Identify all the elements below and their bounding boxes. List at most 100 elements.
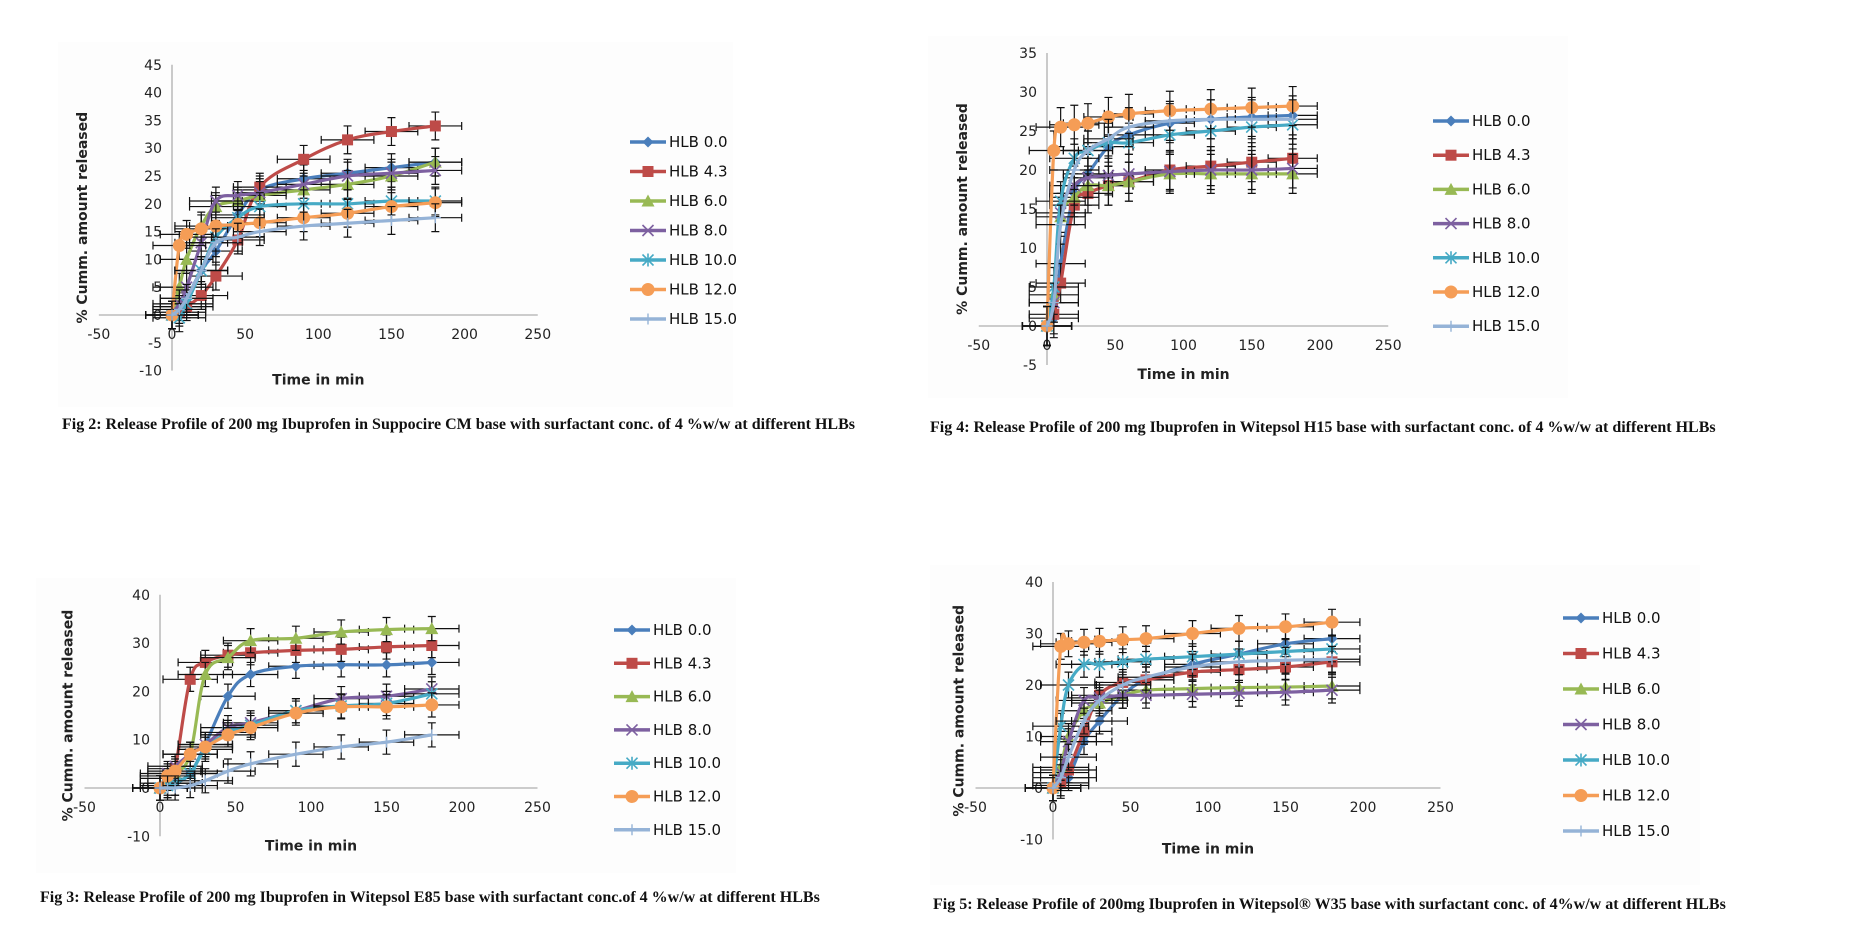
legend-marker-icon <box>1575 612 1587 624</box>
data-point <box>429 212 441 224</box>
legend-item: HLB 0.0 <box>614 621 712 639</box>
fig5-y-tick-label: 10 <box>1025 730 1043 746</box>
data-point <box>1055 219 1067 231</box>
data-point <box>335 659 347 671</box>
fig2-y-tick-label: 35 <box>144 113 162 129</box>
data-point <box>1325 684 1339 697</box>
fig2-legend: HLB 0.0 HLB 4.3 HLB 6.0 HLB 8.0 HLB 10.0 HLB … <box>630 133 737 328</box>
fig4-y-tick-label: 20 <box>1019 163 1037 179</box>
data-point <box>380 700 393 714</box>
legend-label: HLB 0.0 <box>1602 609 1661 627</box>
legend-label: HLB 0.0 <box>669 133 728 151</box>
legend-label: HLB 4.3 <box>669 163 728 181</box>
data-point <box>1093 634 1106 648</box>
fig4-series-6 <box>1021 99 1318 347</box>
legend-item: HLB 4.3 <box>630 163 728 181</box>
data-point <box>1326 653 1338 665</box>
legend-item: HLB 6.0 <box>1563 680 1661 698</box>
data-point <box>298 153 310 165</box>
data-point <box>426 729 438 741</box>
data-point <box>1139 689 1153 702</box>
fig5-y-tick-label: 40 <box>1025 575 1043 591</box>
fig5-y-axis-title: % Cumm. amount released <box>952 605 968 817</box>
fig3-x-tick-label: 50 <box>227 800 245 816</box>
data-point <box>1081 116 1095 130</box>
fig4-caption: Fig 4: Release Profile of 200 mg Ibuprof… <box>930 419 1716 436</box>
legend-item: HLB 0.0 <box>1563 609 1661 627</box>
legend-item: HLB 4.3 <box>1563 645 1661 663</box>
fig2-y-tick-label: 40 <box>144 86 162 102</box>
fig3-y-tick-label: 40 <box>132 588 150 604</box>
fig2-y-tick-label: -10 <box>139 364 162 380</box>
data-point <box>1140 671 1152 683</box>
fig5-x-tick-label: 100 <box>1195 800 1222 816</box>
data-point <box>181 292 193 304</box>
fig5-series-6 <box>1024 645 1361 802</box>
data-point <box>1054 120 1068 134</box>
data-point <box>245 758 257 770</box>
legend-item: HLB 8.0 <box>1563 716 1661 734</box>
data-point <box>168 764 182 778</box>
fig4-x-tick-label: 50 <box>1106 338 1124 354</box>
legend-item: HLB 4.3 <box>1433 146 1531 164</box>
legend-label: HLB 8.0 <box>653 721 712 739</box>
data-point <box>244 634 258 647</box>
fig3-legend: HLB 0.0 HLB 4.3 HLB 6.0 HLB 8.0 HLB 10.0 HLB … <box>614 621 721 839</box>
legend-item: HLB 12.0 <box>630 281 737 299</box>
data-point <box>290 748 302 760</box>
data-point <box>428 196 442 210</box>
fig2-y-tick-label: 10 <box>144 252 162 268</box>
fig5-y-tick-label: 20 <box>1025 678 1043 694</box>
data-point <box>221 728 235 742</box>
fig5-x-tick-label: 200 <box>1350 800 1377 816</box>
fig4-x-tick-label: 100 <box>1170 338 1197 354</box>
data-point <box>195 265 207 277</box>
data-point <box>1068 164 1080 176</box>
data-point <box>1325 615 1339 629</box>
data-point <box>199 775 211 787</box>
data-point <box>173 303 185 315</box>
data-point <box>195 290 207 302</box>
data-point <box>1067 118 1081 132</box>
data-point <box>1116 633 1130 647</box>
fig3-y-axis-title: % Cumm. amount released <box>61 610 77 822</box>
legend-marker-icon <box>641 194 655 207</box>
data-point <box>342 134 354 146</box>
data-point <box>1186 688 1199 701</box>
legend-item: HLB 0.0 <box>630 133 728 151</box>
data-point <box>1117 679 1129 691</box>
fig4-x-tick-label: 200 <box>1307 338 1334 354</box>
fig4-y-tick-label: 30 <box>1019 85 1037 101</box>
legend-item: HLB 10.0 <box>1433 249 1540 267</box>
data-point <box>1062 678 1075 692</box>
data-point <box>1187 661 1198 673</box>
data-point <box>1101 110 1115 124</box>
legend-label: HLB 4.3 <box>653 654 712 672</box>
data-point <box>429 120 441 132</box>
fig2-y-tick-label: 0 <box>153 308 162 324</box>
data-point <box>1047 144 1061 157</box>
fig3-x-axis-title: Time in min <box>265 838 357 854</box>
data-point <box>289 706 303 720</box>
legend-label: HLB 6.0 <box>653 688 712 706</box>
data-point <box>172 239 186 252</box>
legend-marker-icon <box>641 224 655 237</box>
fig4-y-tick-label: 35 <box>1019 46 1037 62</box>
data-point <box>1081 171 1095 184</box>
legend-marker-icon <box>625 723 639 736</box>
legend-label: HLB 12.0 <box>669 281 737 299</box>
fig5-x-tick-label: 250 <box>1427 800 1454 816</box>
data-point <box>341 169 354 183</box>
data-point <box>334 700 348 714</box>
data-point <box>180 252 194 265</box>
fig4-y-tick-label: -5 <box>1023 358 1037 374</box>
legend-item: HLB 4.3 <box>614 654 712 672</box>
fig4-x-tick-label: -50 <box>967 338 990 354</box>
legend-item: HLB 8.0 <box>1433 215 1531 233</box>
legend-marker-icon <box>641 283 655 296</box>
fig3-x-tick-label: 150 <box>373 800 400 816</box>
data-point <box>342 217 354 229</box>
data-point <box>334 625 348 638</box>
fig3-y-tick-label: 10 <box>132 733 150 749</box>
